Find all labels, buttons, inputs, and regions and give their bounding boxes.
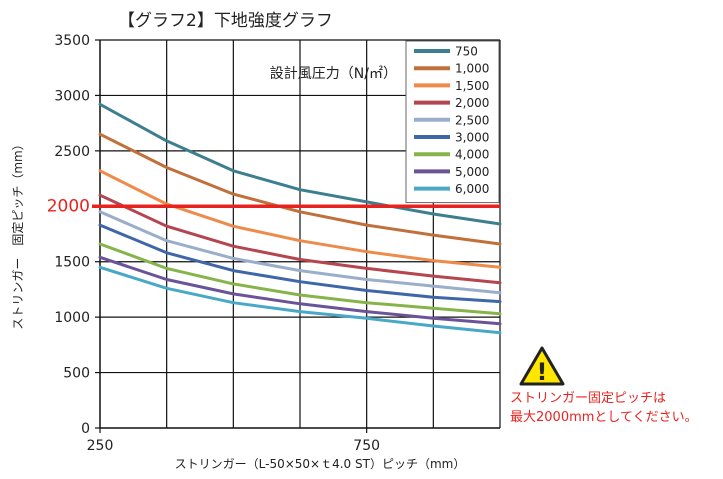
chart-title: 【グラフ2】下地強度グラフ (118, 11, 333, 31)
legend-label-2: 1,500 (455, 79, 489, 93)
series-line-2 (98, 169, 502, 269)
y-tick-label: 3000 (54, 88, 90, 104)
reference-line-label: 2000 (47, 196, 90, 216)
warning-text: ストリンガー固定ピッチは 最大2000mmとしてください。 (510, 389, 698, 427)
y-tick-label: 1500 (54, 255, 90, 271)
legend-label-3: 2,000 (455, 96, 489, 110)
legend-title: 設計風圧力（N/㎡） (270, 66, 397, 82)
legend-label-6: 4,000 (455, 148, 489, 162)
warning-triangle-icon: ! (519, 346, 565, 386)
x-tick-label: 750 (353, 438, 380, 454)
y-tick-label: 1000 (54, 310, 90, 326)
y-tick-label: 500 (63, 366, 90, 382)
legend-label-4: 2,500 (455, 113, 489, 127)
series-line-5 (98, 223, 502, 304)
legend-label-0: 750 (455, 45, 478, 59)
x-tick-label: 250 (87, 438, 114, 454)
y-tick-label: 0 (81, 421, 90, 437)
y-tick-label: 3500 (54, 33, 90, 49)
series-line-6 (98, 242, 502, 316)
legend-label-8: 6,000 (455, 182, 489, 196)
series-line-4 (98, 210, 502, 295)
series-line-3 (98, 193, 502, 285)
y-axis-label: ストリンガー 固定ピッチ（mm） (10, 138, 25, 329)
series-line-1 (98, 132, 502, 246)
series-line-0 (98, 102, 502, 226)
legend-label-7: 5,000 (455, 165, 489, 179)
series-line-7 (98, 255, 502, 326)
x-axis-label: ストリンガー（L-50×50×ｔ4.0 ST）ピッチ（mm） (175, 457, 466, 471)
series-line-8 (98, 265, 502, 335)
legend-label-5: 3,000 (455, 131, 489, 145)
y-tick-label: 2500 (54, 144, 90, 160)
legend-label-1: 1,000 (455, 62, 489, 76)
warning-line-2: 最大2000mmとしてください。 (510, 410, 698, 425)
warning-glyph: ! (537, 358, 548, 386)
warning-line-1: ストリンガー固定ピッチは (510, 391, 667, 406)
